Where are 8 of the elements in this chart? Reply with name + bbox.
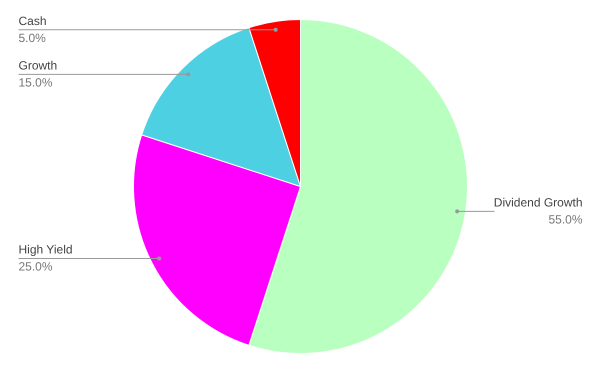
- data-label: 55.0%: [548, 212, 583, 226]
- slice-label: Dividend Growth: [494, 195, 583, 210]
- data-label: 5.0%: [18, 30, 46, 45]
- data-label: 15.0%: [18, 75, 53, 90]
- slice-label: Cash: [18, 14, 47, 28]
- slice-label: High Yield: [18, 242, 73, 257]
- slice-label: Growth: [18, 58, 58, 72]
- data-label: 25.0%: [18, 260, 53, 274]
